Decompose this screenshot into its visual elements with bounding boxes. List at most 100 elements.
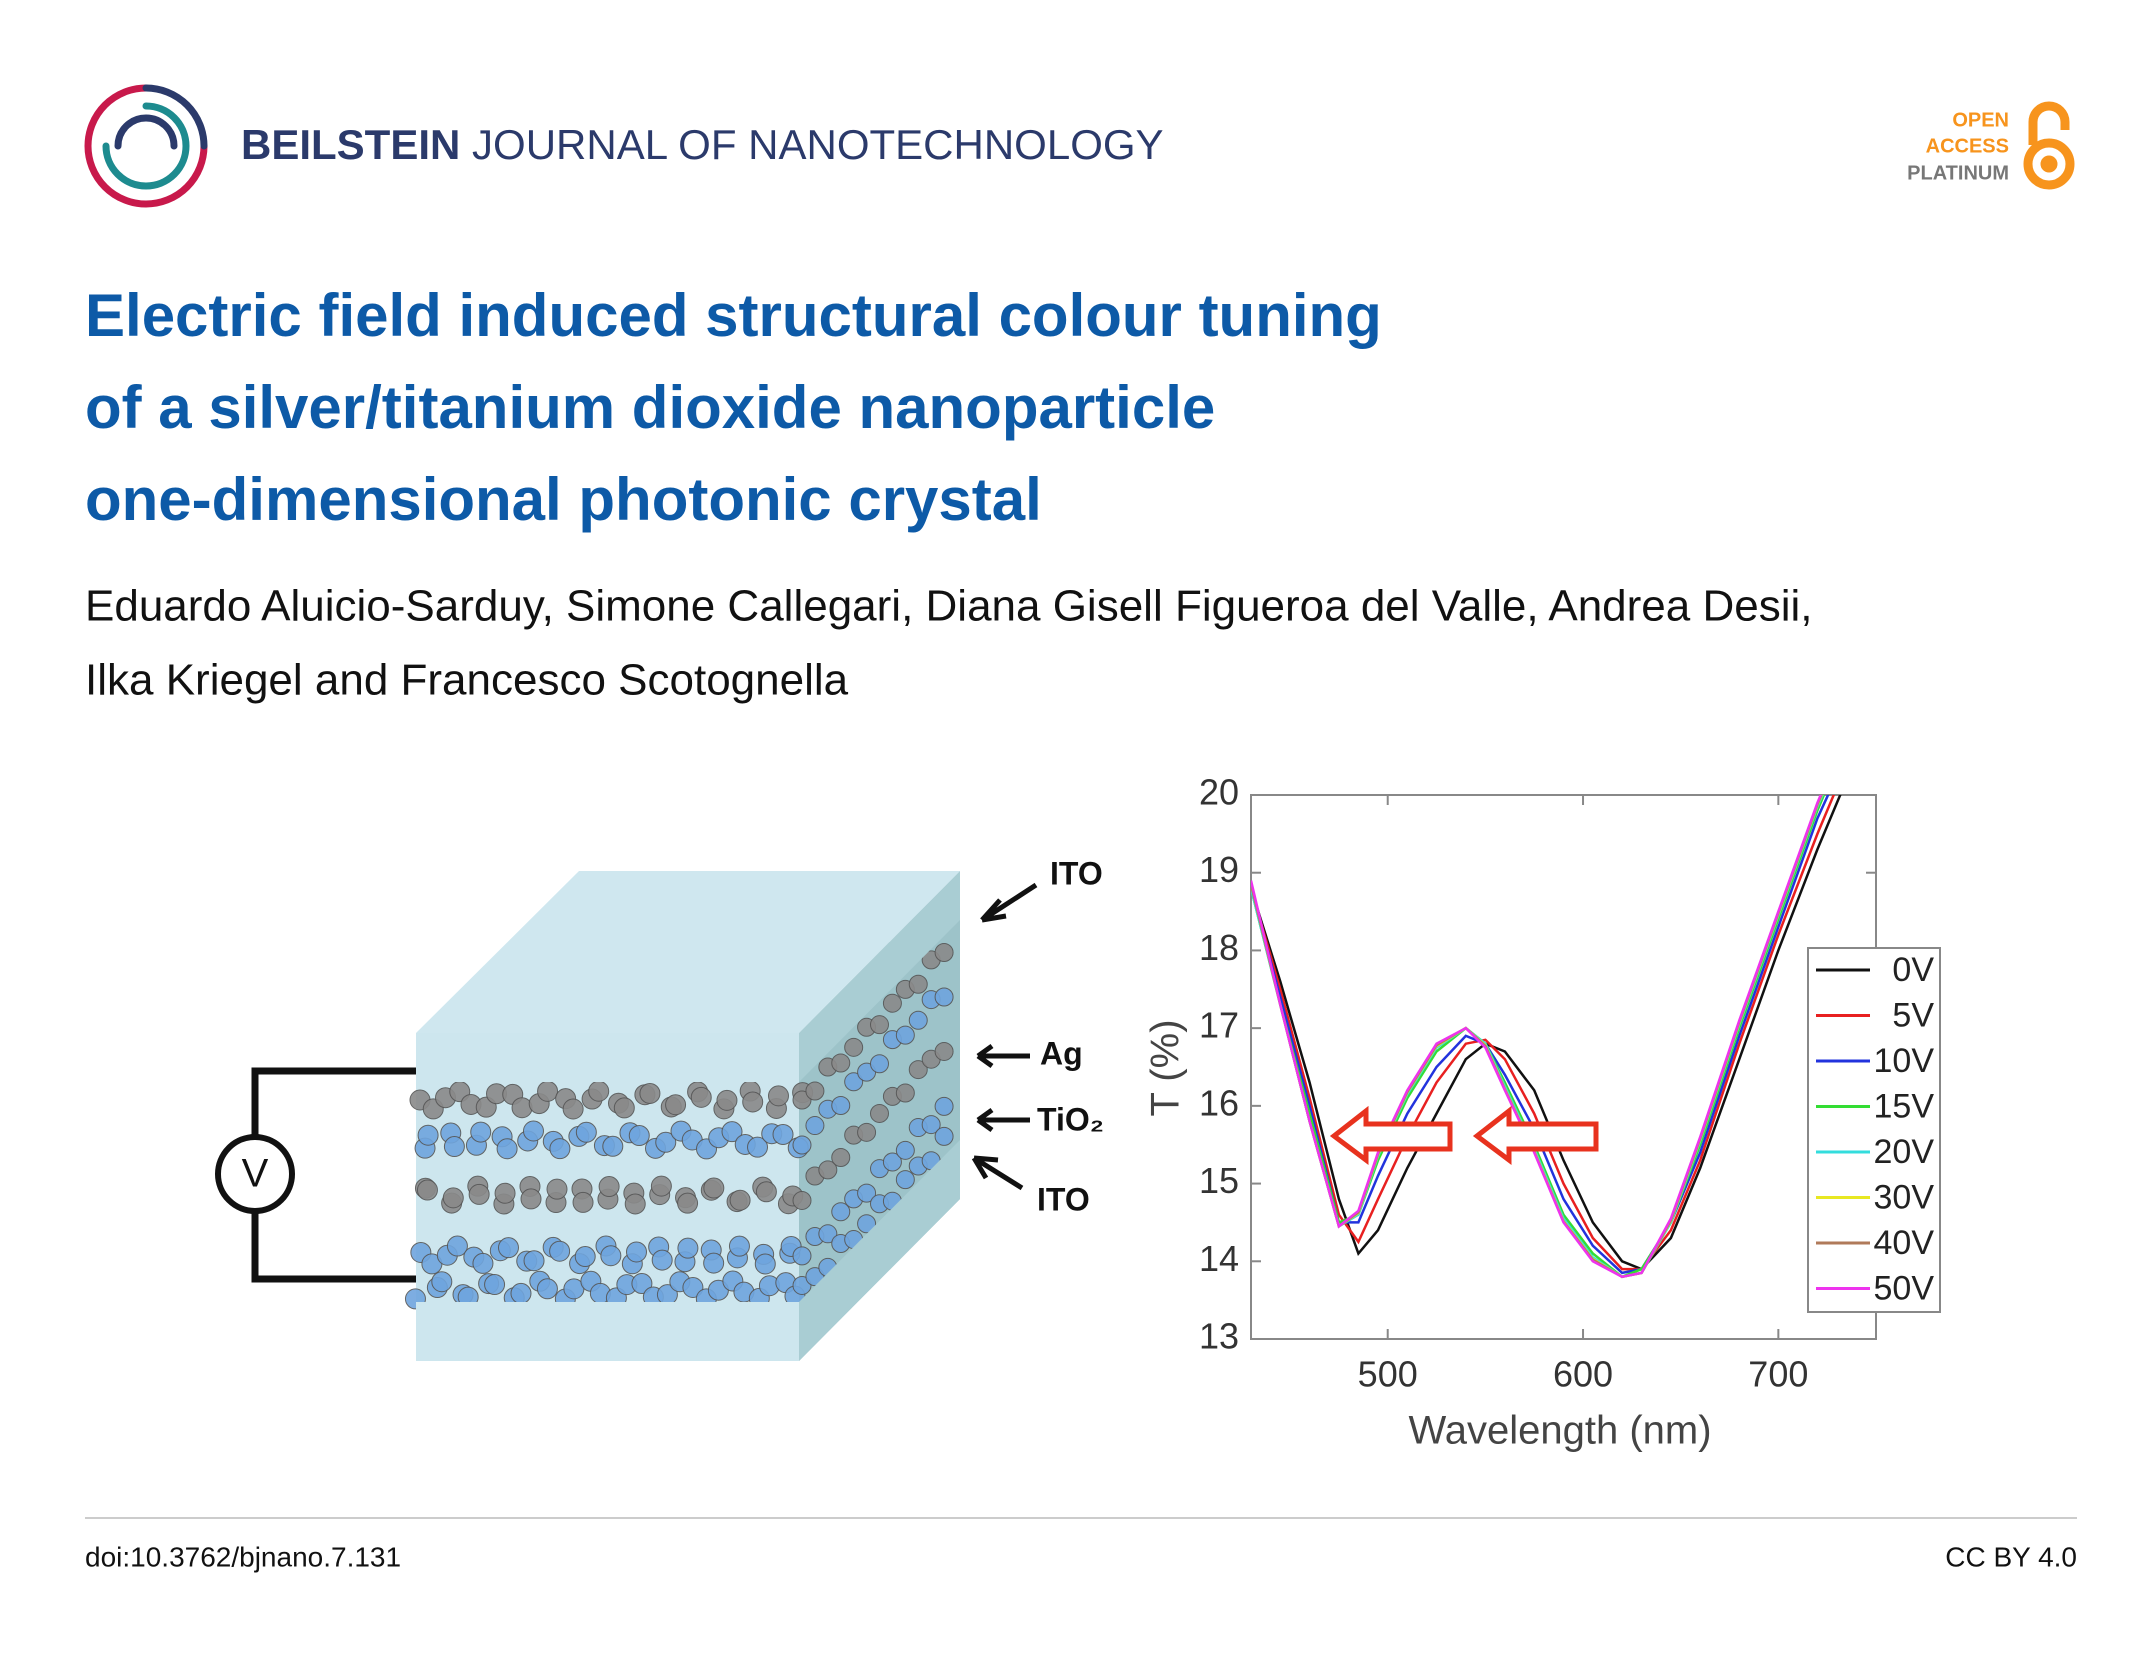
nanoparticle [572,1191,594,1213]
y-tick-label: 19 [1199,849,1239,890]
doi: doi:10.3762/bjnano.7.131 [85,1541,401,1572]
title-line: of a silver/titanium dioxide nanoparticl… [85,374,1215,441]
nanoparticle [497,1237,519,1259]
nanoparticle [895,1083,915,1103]
series-line [1251,795,1823,1279]
layer-label: Ag [1040,1035,1083,1071]
nanoparticle [792,1246,812,1266]
nanoparticle [934,1126,954,1146]
nanoparticle [844,1072,864,1092]
journal-logo [84,84,208,208]
nanoparticle [682,1276,704,1298]
nanoparticle [600,1245,622,1267]
nanoparticle [537,1080,559,1102]
journal-bold: BEILSTEIN [241,121,460,168]
shift-arrows [1329,1105,1599,1165]
nanoparticle [416,1179,438,1201]
top-electrode [416,1033,799,1082]
y-tick-label: 16 [1199,1082,1239,1123]
legend-label: 15V [1874,1087,1935,1125]
nanoparticle [470,1121,492,1143]
voltmeter [215,1134,295,1214]
nanoparticle [655,1131,677,1153]
nanoparticle [844,1037,864,1057]
nanoparticle [549,1240,571,1262]
nanoparticle [772,1123,794,1145]
x-axis-label: Wavelength (nm) [1408,1409,1711,1453]
nanoparticle [882,1152,902,1172]
bottom-electrode [416,1302,799,1361]
nanoparticle [742,1091,764,1113]
nanoparticle [831,1053,851,1073]
nanoparticle [728,1235,750,1257]
nanoparticle [754,1253,776,1275]
nanoparticle [857,1214,877,1234]
nanoparticle [895,1025,915,1045]
series-line [1251,795,1836,1271]
nanoparticle [639,1082,661,1104]
y-tick-label: 15 [1199,1160,1239,1201]
legend-label: 0V [1892,951,1934,989]
nanoparticle [870,1054,889,1074]
y-tick-label: 18 [1199,927,1239,968]
nanoparticle [934,1041,954,1061]
legend-label: 30V [1874,1178,1935,1216]
nanoparticle [767,1085,789,1107]
authors-line: Eduardo Aluicio-Sarduy, Simone Callegari… [85,582,1813,631]
nanoparticle [703,1252,725,1274]
nanoparticle [549,1138,571,1160]
nanoparticle [870,1015,889,1035]
nanoparticle [496,1138,518,1160]
nanoparticle [546,1178,568,1200]
series-line [1251,795,1830,1275]
label-arrows [971,882,1038,1191]
nanoparticle [520,1188,542,1210]
nanoparticle [934,987,954,1007]
x-tick-label: 600 [1553,1354,1613,1395]
legend-label: 10V [1874,1042,1935,1080]
nanoparticle [870,1103,889,1123]
nanoparticle [857,1183,877,1203]
nanoparticle [602,1135,624,1157]
nanoparticle [805,1081,825,1101]
voltmeter-label: V [242,1152,269,1196]
journal-rest: JOURNAL OF NANOTECHNOLOGY [472,121,1164,168]
legend-box [1807,947,1941,1313]
nanoparticle [510,1282,532,1304]
nanoparticle [484,1274,506,1296]
nanoparticle [831,1148,851,1168]
y-tick-label: 20 [1199,772,1239,813]
nanoparticle [755,1181,777,1203]
nanoparticle [716,1089,738,1111]
nanoparticle [792,1190,812,1210]
layer-label: TiO₂ [1037,1101,1104,1137]
nanoparticle [523,1250,545,1272]
nanoparticle [522,1120,544,1142]
open-access-icon [2023,101,2075,190]
y-tick-label: 17 [1199,1005,1239,1046]
nanoparticle [792,1135,812,1155]
y-tick-label: 14 [1199,1238,1239,1279]
layer-label: ITO [1050,855,1103,891]
nanoparticle [921,1115,941,1135]
nanoparticle [574,1246,596,1268]
nanoparticle [792,1090,812,1110]
badge-text: PLATINUM [1907,162,2009,184]
legend-label: 20V [1874,1133,1935,1171]
nanoparticle [908,1010,928,1030]
nanoparticle [831,1095,851,1115]
nanoparticle [628,1125,650,1147]
top-electrode-side [799,871,960,1082]
chart: Wavelength (nm) T (%) 13 14 15 16 17 18 19 20 50… [1144,772,1941,1453]
badge-text: OPEN [1952,109,2009,131]
nanoparticle [588,1080,610,1102]
nanoparticle [908,1060,928,1080]
nanoparticle [934,942,954,962]
nanoparticle [934,1096,954,1116]
device-diagram: V ITO Ag TiO₂ ITO [215,855,1104,1361]
nanoparticle [443,1136,465,1158]
plot-frame [1250,794,1877,1340]
nanoparticle [677,1192,699,1214]
license: CC BY 4.0 [1945,1541,2077,1572]
nanoparticle [494,1182,516,1204]
